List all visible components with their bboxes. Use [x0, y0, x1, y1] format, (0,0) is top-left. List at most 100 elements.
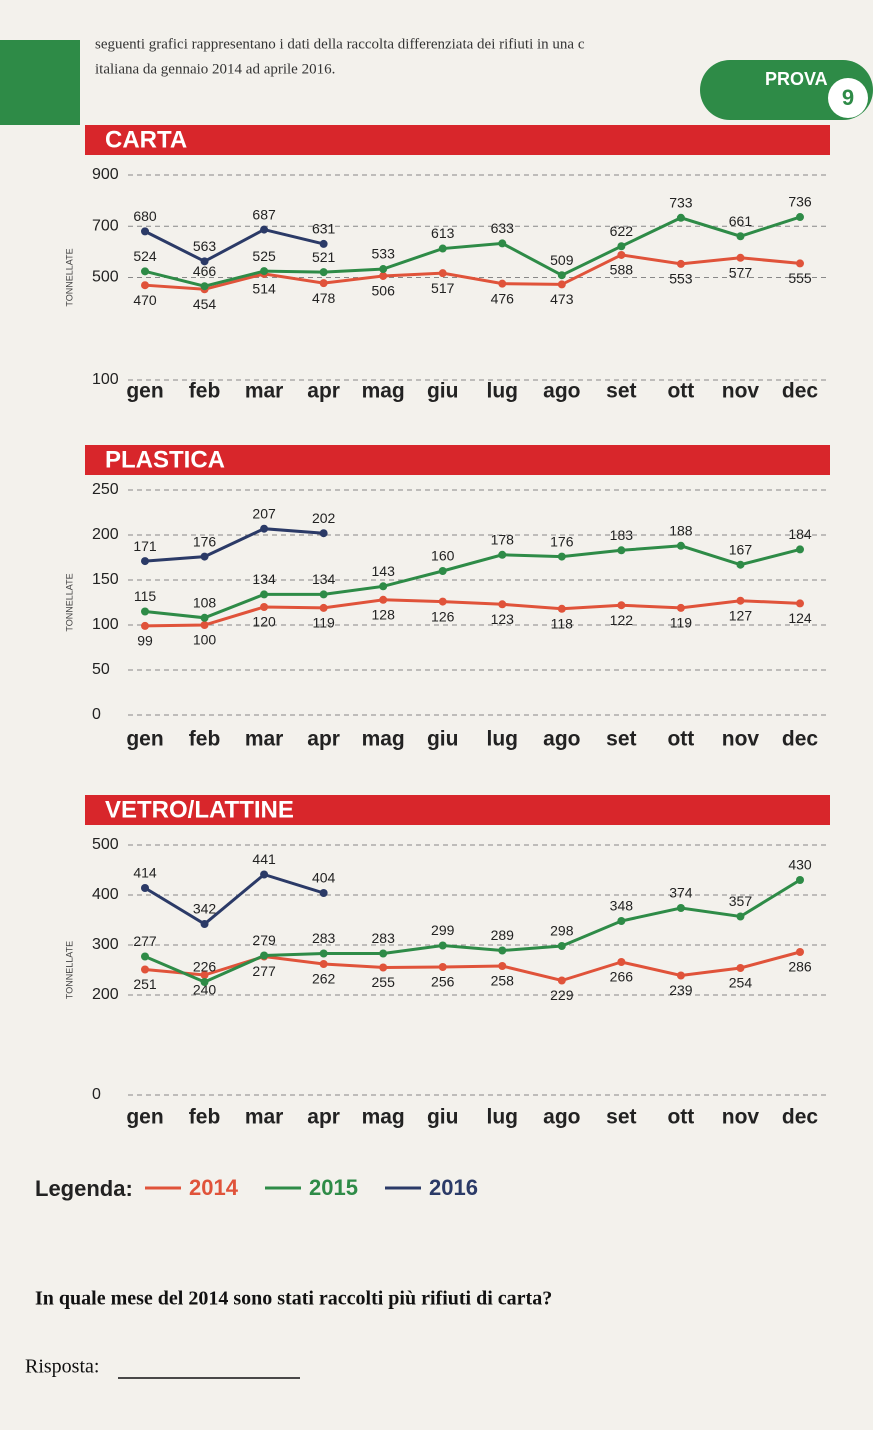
data-point — [617, 250, 626, 259]
legend-title: Legenda: — [35, 1176, 133, 1201]
data-point — [736, 253, 745, 262]
data-point — [319, 279, 328, 288]
data-label: 160 — [431, 548, 455, 564]
data-point — [498, 239, 507, 248]
data-point — [498, 946, 507, 955]
data-point — [141, 965, 149, 974]
data-point — [557, 552, 566, 561]
data-label: 470 — [133, 292, 157, 308]
chart-title: CARTA — [105, 126, 187, 153]
x-tick-label: dec — [782, 1106, 819, 1129]
data-point — [736, 232, 745, 241]
data-label: 430 — [788, 857, 812, 873]
y-tick-label: 100 — [92, 371, 119, 388]
data-point — [379, 265, 388, 274]
data-point — [319, 960, 328, 968]
y-tick-label: 0 — [92, 706, 101, 723]
data-label: 553 — [669, 271, 693, 287]
data-label: 348 — [610, 898, 634, 914]
series-line — [144, 878, 801, 984]
data-point — [200, 613, 209, 622]
data-point — [319, 529, 328, 538]
data-point — [438, 269, 447, 278]
data-label: 108 — [193, 595, 217, 611]
data-label: 563 — [193, 238, 217, 254]
x-tick-label: gen — [126, 380, 163, 403]
data-point — [141, 607, 149, 616]
x-tick-label: gen — [126, 728, 163, 751]
data-point — [260, 267, 269, 276]
data-label: 207 — [252, 505, 276, 521]
y-tick-label: 150 — [92, 571, 119, 588]
data-label: 478 — [312, 290, 336, 306]
x-tick-label: giu — [427, 380, 459, 403]
y-tick-label: 500 — [92, 836, 119, 853]
y-tick-label: 200 — [92, 986, 119, 1003]
x-tick-label: ago — [543, 380, 580, 403]
data-label: 188 — [669, 523, 693, 539]
badge-circle — [828, 78, 868, 118]
x-tick-label: ott — [667, 728, 694, 751]
data-point — [617, 958, 626, 966]
data-label: 514 — [252, 281, 276, 297]
data-label: 298 — [550, 923, 574, 939]
y-tick-label: 300 — [92, 936, 119, 953]
x-tick-label: lug — [487, 380, 519, 403]
data-point — [557, 976, 566, 985]
data-point — [796, 876, 804, 884]
legend-label: 2015 — [309, 1175, 358, 1200]
data-label: 100 — [193, 632, 217, 648]
data-label: 577 — [729, 264, 753, 280]
data-label: 258 — [491, 973, 515, 989]
data-point — [141, 281, 149, 290]
data-point — [319, 603, 328, 612]
series-line — [144, 227, 324, 264]
x-tick-label: mag — [362, 728, 405, 751]
data-label: 176 — [550, 533, 574, 549]
x-tick-label: mag — [362, 1106, 405, 1129]
title-bar — [85, 795, 830, 825]
y-tick-label: 400 — [92, 886, 119, 903]
data-point — [557, 271, 566, 280]
data-point — [200, 971, 209, 979]
data-label: 277 — [252, 963, 276, 979]
data-point — [438, 567, 447, 575]
data-point — [498, 600, 507, 609]
data-label: 167 — [729, 541, 753, 557]
data-point — [438, 597, 447, 606]
x-tick-label: ago — [543, 1106, 580, 1129]
data-point — [141, 884, 149, 892]
data-label: 262 — [312, 971, 336, 987]
data-label: 476 — [491, 290, 515, 306]
data-label: 521 — [312, 249, 336, 265]
x-tick-label: dec — [782, 380, 819, 403]
data-point — [676, 603, 685, 612]
series-line — [144, 253, 801, 291]
answer-label: Risposta: — [25, 1356, 99, 1378]
data-label: 124 — [788, 610, 812, 626]
data-point — [617, 601, 626, 610]
y-axis-label: TONNELLATE — [64, 573, 74, 631]
data-label: 115 — [134, 588, 157, 604]
x-tick-label: mar — [245, 1106, 284, 1129]
y-axis-label: TONNELLATE — [64, 941, 74, 999]
series-line — [144, 872, 325, 926]
data-label: 143 — [372, 563, 396, 579]
x-tick-label: mag — [362, 380, 405, 403]
data-point — [319, 889, 328, 897]
data-label: 134 — [252, 571, 276, 587]
data-point — [141, 267, 149, 276]
x-tick-label: feb — [189, 1106, 221, 1129]
x-tick-label: ott — [667, 1106, 694, 1129]
data-label: 239 — [669, 982, 693, 998]
data-label: 517 — [431, 280, 455, 296]
x-tick-label: lug — [487, 728, 519, 751]
data-label: 99 — [137, 633, 153, 649]
data-label: 279 — [252, 932, 276, 948]
data-label: 202 — [312, 510, 336, 526]
data-point — [736, 964, 745, 972]
y-tick-label: 200 — [92, 526, 119, 543]
data-label: 736 — [788, 194, 812, 210]
data-point — [676, 541, 685, 550]
data-label: 661 — [729, 213, 753, 229]
